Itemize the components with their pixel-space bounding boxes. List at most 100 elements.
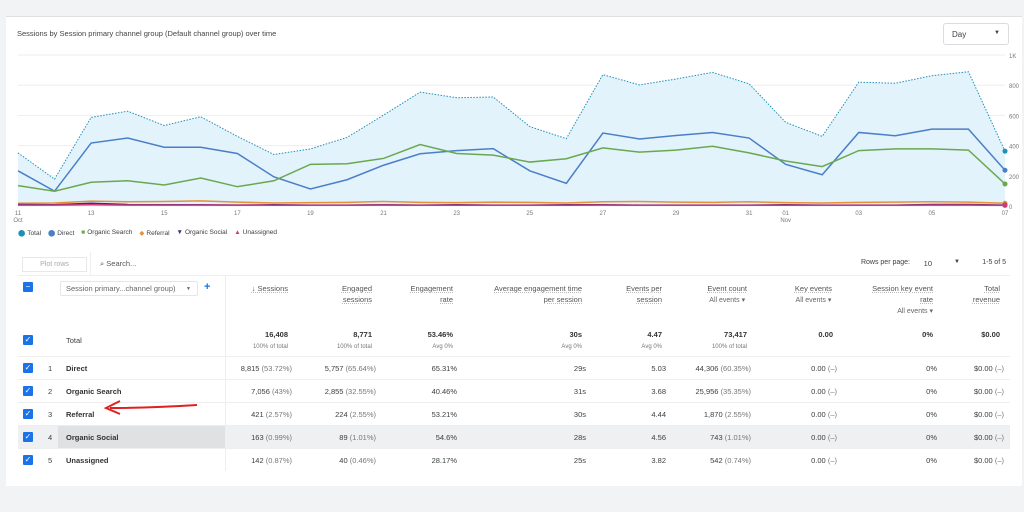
total-key-events: 0.00 <box>818 330 833 339</box>
x-tick-label: 27 <box>600 211 607 217</box>
chart-legend: ⬤ Total ⬤ Direct ■ Organic Search ◆ Referral ▼ Or… <box>18 229 277 237</box>
row-checkbox[interactable]: ✓ <box>23 455 33 465</box>
cell-eps: 3.68 <box>651 387 666 396</box>
series-line-unassigned[interactable] <box>18 204 1006 207</box>
cell-sessions: 7,056 (43%) <box>251 387 292 396</box>
granularity-dropdown[interactable]: Day ▼ <box>943 23 1009 45</box>
dimension-selector[interactable]: Session primary...channel group) ▼ <box>60 281 198 296</box>
legend-label: Organic Search <box>87 229 133 236</box>
cell-events: 1,870 (2.55%) <box>703 410 751 419</box>
event-filter-dropdown[interactable]: All events ▾ <box>795 297 832 304</box>
table-toolbar: Plot rows ⌕ Search... Rows per page: 10 … <box>18 252 1010 276</box>
channel-name[interactable]: Unassigned <box>66 456 109 465</box>
legend-item[interactable]: ■ Organic Search <box>81 229 132 237</box>
series-end-point[interactable] <box>1002 167 1008 173</box>
total-rate: 53.46% Avg 0% <box>427 330 453 350</box>
search-field[interactable]: ⌕ Search... <box>100 259 136 269</box>
granularity-value: Day <box>952 30 967 39</box>
legend-label: Unassigned <box>242 229 277 236</box>
cell-events: 44,306 (60.35%) <box>695 364 751 373</box>
x-tick-label: 17 <box>234 211 241 217</box>
add-dimension-button[interactable]: + <box>204 281 211 293</box>
cell-rev: $0.00 (–) <box>973 410 1004 419</box>
header-sessions[interactable]: ↓ Sessions <box>251 284 288 293</box>
event-filter-dropdown[interactable]: All events ▾ <box>897 308 933 315</box>
header-event-count[interactable]: Event count All events ▾ <box>707 284 747 304</box>
channel-name[interactable]: Organic Search <box>66 387 122 396</box>
select-all-checkbox[interactable]: − <box>23 282 33 292</box>
table-row[interactable]: ✓ 5 Unassigned 142 (0.87%) 40 (0.46%) 28.17% 2… <box>18 448 1010 471</box>
cell-skr: 0% <box>926 410 937 419</box>
total-avg-time: 30s Avg 0% <box>561 330 582 350</box>
cell-skr: 0% <box>926 387 937 396</box>
header-engagement-rate[interactable]: Engagement rate <box>410 284 453 304</box>
table-row[interactable]: ✓ 4 Organic Social 163 (0.99%) 89 (1.01%) 54.… <box>18 425 1010 448</box>
legend-marker-icon: ⬤ <box>48 230 56 237</box>
cell-key: 0.00 (–) <box>811 410 837 419</box>
row-checkbox[interactable]: ✓ <box>23 432 33 442</box>
event-filter-dropdown[interactable]: All events ▾ <box>709 297 746 304</box>
series-line-organic-search[interactable] <box>17 143 1006 192</box>
series-line-referral[interactable] <box>17 200 1006 205</box>
header-total-revenue[interactable]: Total revenue <box>972 284 1000 304</box>
series-line-direct[interactable] <box>17 128 1006 193</box>
search-input[interactable]: Search... <box>106 259 137 268</box>
chevron-down-icon[interactable]: ▼ <box>954 259 960 265</box>
chevron-down-icon: ▼ <box>186 286 191 292</box>
table-row[interactable]: ✓ 1 Direct 8,815 (53.72%) 5,757 (65.64%) 65.3… <box>18 356 1010 379</box>
row-checkbox[interactable]: ✓ <box>23 409 33 419</box>
series-end-point[interactable] <box>1002 148 1008 154</box>
total-events-per-session: 4.47 Avg 0% <box>641 330 662 350</box>
total-engaged: 8,771 100% of total <box>336 330 372 350</box>
series-end-point[interactable] <box>1002 181 1008 187</box>
channel-name[interactable]: Referral <box>66 410 95 419</box>
header-events-per-session[interactable]: Events per session <box>626 284 662 304</box>
rows-per-page-select[interactable]: 10 <box>923 259 932 268</box>
cell-eps: 3.82 <box>651 456 666 465</box>
dimension-label: Session primary...channel group) <box>66 284 176 293</box>
row-highlight <box>58 426 225 448</box>
y-tick-label: 200 <box>1009 175 1020 181</box>
legend-item[interactable]: ▼ Organic Social <box>177 229 228 237</box>
legend-marker-icon: ⬤ <box>18 230 26 237</box>
legend-item[interactable]: ▲ Unassigned <box>234 229 277 237</box>
series-line-total[interactable] <box>17 71 1006 180</box>
header-session-key-event-rate[interactable]: Session key event rate All events ▾ <box>872 284 933 315</box>
chevron-down-icon: ▼ <box>994 30 1000 36</box>
legend-label: Organic Social <box>184 229 228 236</box>
legend-item[interactable]: ⬤ Total <box>18 229 41 237</box>
total-event-count: 73,417 100% of total <box>711 330 747 350</box>
total-session-key-rate: 0% <box>922 330 933 339</box>
x-tick-label: 15 <box>161 211 168 217</box>
chart-title: Sessions by Session primary channel grou… <box>17 29 277 38</box>
header-key-events[interactable]: Key events All events ▾ <box>794 284 832 304</box>
series-end-point[interactable] <box>1002 202 1008 208</box>
header-engaged-sessions[interactable]: Engaged sessions <box>341 284 372 304</box>
cell-key: 0.00 (–) <box>811 433 837 442</box>
channel-name[interactable]: Organic Social <box>66 433 119 442</box>
legend-marker-icon: ◆ <box>139 230 145 237</box>
row-index: 5 <box>48 456 53 465</box>
legend-marker-icon: ■ <box>81 229 86 236</box>
legend-item[interactable]: ⬤ Direct <box>48 229 74 237</box>
x-tick-month: Oct <box>13 218 23 224</box>
cell-rev: $0.00 (–) <box>973 456 1004 465</box>
cell-sessions: 421 (2.57%) <box>251 410 292 419</box>
row-index: 1 <box>48 364 53 373</box>
cell-engaged: 89 (1.01%) <box>339 433 376 442</box>
row-checkbox[interactable]: ✓ <box>23 386 33 396</box>
cell-engaged: 5,757 (65.64%) <box>324 364 376 373</box>
channel-name[interactable]: Direct <box>66 364 88 373</box>
cell-sessions: 142 (0.87%) <box>251 456 292 465</box>
cell-rev: $0.00 (–) <box>973 433 1004 442</box>
divider <box>90 252 91 276</box>
header-avg-engagement-time[interactable]: Average engagement time per session <box>494 284 582 304</box>
table-row[interactable]: ✓ 2 Organic Search 7,056 (43%) 2,855 (32.55%… <box>18 379 1010 402</box>
cell-eps: 4.44 <box>651 410 666 419</box>
table-row[interactable]: ✓ 3 Referral 421 (2.57%) 224 (2.55%) 53.21% 30… <box>18 402 1010 425</box>
total-checkbox[interactable]: ✓ <box>23 335 33 345</box>
row-checkbox[interactable]: ✓ <box>23 363 33 373</box>
cell-avg: 25s <box>573 456 586 465</box>
plot-rows-button[interactable]: Plot rows <box>22 257 87 272</box>
legend-item[interactable]: ◆ Referral <box>139 229 169 237</box>
